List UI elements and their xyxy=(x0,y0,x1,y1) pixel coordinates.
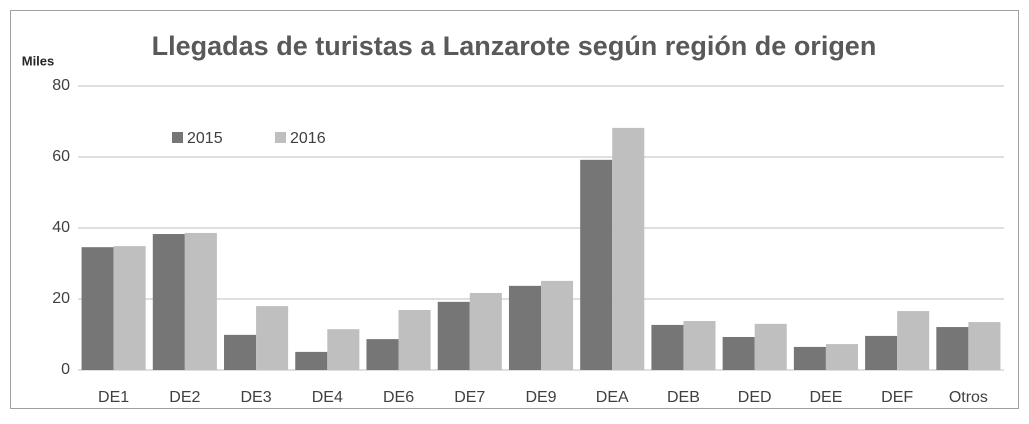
chart-title: Llegadas de turistas a Lanzarote según r… xyxy=(152,31,877,61)
bar xyxy=(327,329,360,370)
bar xyxy=(366,339,399,370)
bar xyxy=(508,285,541,370)
bar xyxy=(469,292,502,370)
legend-label: 2016 xyxy=(290,130,326,147)
legend-swatch xyxy=(275,132,286,143)
bar xyxy=(968,322,1001,370)
legend-swatch xyxy=(172,132,183,143)
bar xyxy=(224,334,257,370)
y-tick-label: 60 xyxy=(52,148,70,165)
bar xyxy=(754,323,787,370)
bar xyxy=(683,321,716,370)
bar xyxy=(897,311,930,370)
bar xyxy=(651,324,684,370)
x-tick-label: DEE xyxy=(809,389,842,406)
bar xyxy=(541,280,574,370)
x-tick-label: DED xyxy=(738,389,772,406)
y-tick-label: 0 xyxy=(61,361,70,378)
bar xyxy=(256,306,289,370)
bar xyxy=(793,346,826,370)
x-tick-label: DE4 xyxy=(312,389,343,406)
x-tick-label: DE9 xyxy=(525,389,556,406)
y-tick-label: 40 xyxy=(52,219,70,236)
bar xyxy=(398,310,431,370)
x-tick-label: DEB xyxy=(667,389,700,406)
bar xyxy=(580,159,613,370)
bar xyxy=(295,351,328,370)
x-tick-label: Otros xyxy=(949,389,988,406)
y-tick-label: 20 xyxy=(52,290,70,307)
legend-label: 2015 xyxy=(187,130,223,147)
bar xyxy=(437,301,470,370)
y-tick-label: 80 xyxy=(52,77,70,94)
y-axis-label: Miles xyxy=(22,53,55,68)
bar xyxy=(612,127,645,370)
bar xyxy=(152,234,185,370)
x-tick-label: DEF xyxy=(881,389,913,406)
bar xyxy=(865,335,898,370)
bar xyxy=(825,344,858,370)
x-tick-label: DE1 xyxy=(98,389,129,406)
bar xyxy=(81,247,114,370)
x-tick-label: DE6 xyxy=(383,389,414,406)
x-tick-label: DE2 xyxy=(169,389,200,406)
bar xyxy=(936,327,969,370)
x-tick-label: DE7 xyxy=(454,389,485,406)
bar xyxy=(113,246,146,370)
bar xyxy=(722,336,755,370)
x-tick-label: DE3 xyxy=(241,389,272,406)
x-tick-label: DEA xyxy=(596,389,629,406)
bar xyxy=(184,232,217,370)
